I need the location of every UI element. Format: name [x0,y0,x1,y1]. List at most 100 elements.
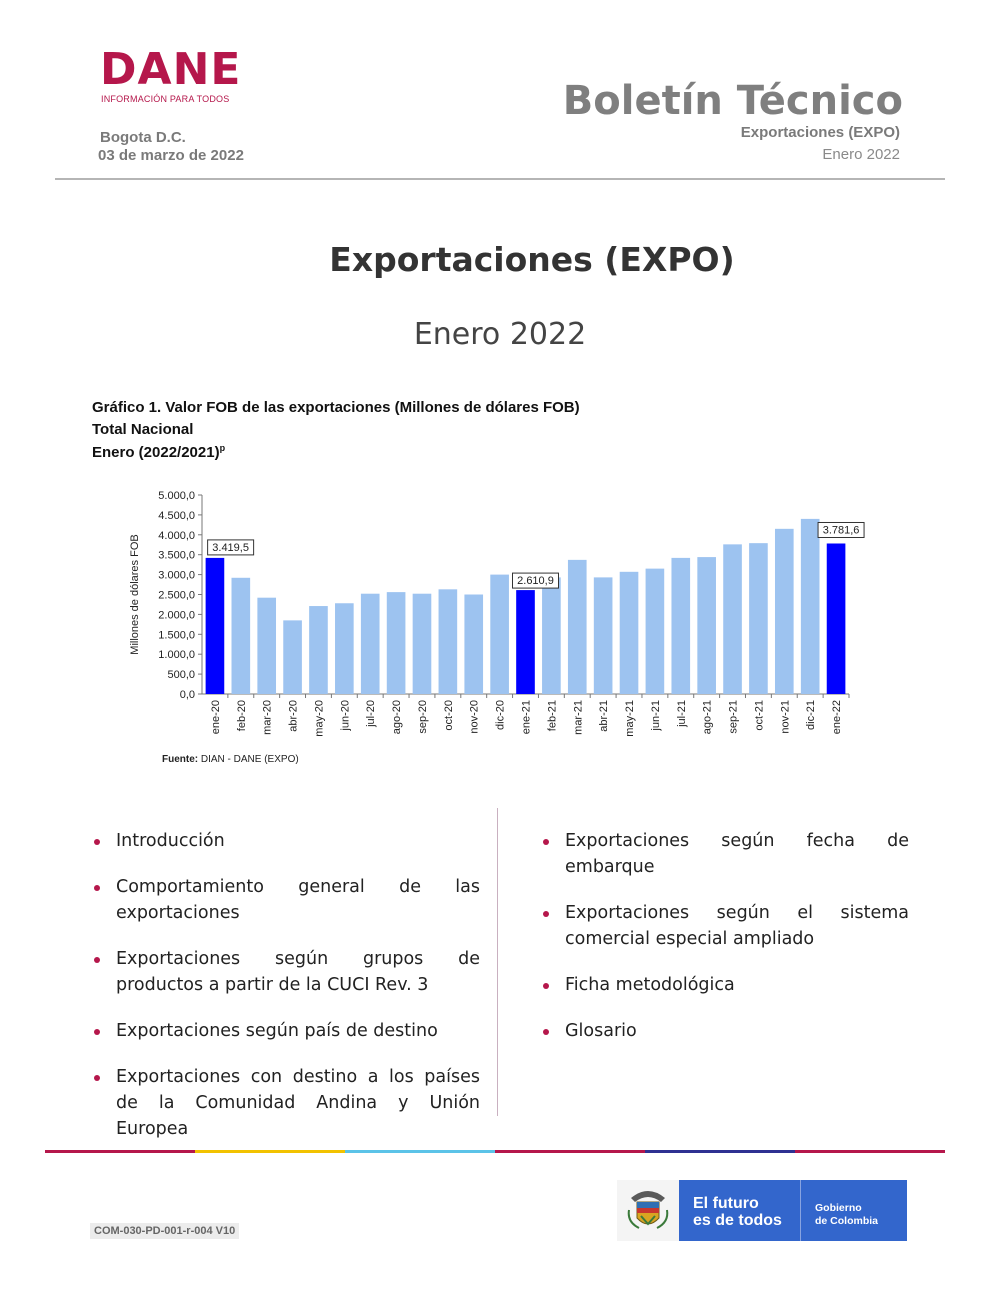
bulletin-period: Enero 2022 [822,146,900,163]
dane-logo: DANE [100,44,242,95]
x-tick-label: jul-20 [365,700,377,728]
x-tick-label: nov-20 [469,700,481,734]
y-tick-label: 2.500,0 [158,590,195,602]
header-divider [55,178,945,180]
location: Bogota D.C. [100,129,186,146]
bar-may-21 [619,571,639,694]
bar-ago-21 [697,557,716,694]
bar-abr-21 [593,577,613,694]
x-tick-label: dic-20 [495,700,507,730]
x-tick-label: abr-20 [288,700,300,732]
footer-rule-segment [45,1150,195,1153]
x-tick-label: jul-21 [676,700,688,728]
chart-caption-scope: Total Nacional [92,421,194,438]
bar-feb-21 [542,577,561,694]
gov-label: Gobierno de Colombia [800,1180,907,1241]
y-tick-label: 3.000,0 [158,570,195,582]
bar-ene-21 [516,590,535,694]
bulletin-title: Boletín Técnico [562,78,903,124]
slogan-line-1: El futuro [693,1195,759,1212]
bar-abr-20 [283,620,302,694]
toc-left-column: Introducción Comportamiento general de la… [92,828,480,1162]
exports-bar-chart: Millones de dólares FOB 0,0 500,0 1.000,0 1.… [129,490,865,737]
toc-left-item: Exportaciones según país de destino [92,1018,480,1044]
x-tick-label: ago-20 [391,700,403,734]
x-tick-label: ene-21 [521,700,533,734]
bar-sep-20 [412,593,432,694]
y-tick-label: 2.000,0 [158,609,195,621]
bar-jul-21 [671,557,691,694]
bar-feb-20 [231,577,251,694]
bar-ago-20 [386,592,406,694]
y-tick-label: 500,0 [167,669,195,681]
bar-may-20 [309,606,328,694]
slogan-line-2: es de todos [693,1212,782,1229]
y-tick-label: 5.000,0 [158,490,195,502]
bar-jun-21 [645,568,665,694]
x-tick-label: jun-20 [339,700,351,732]
bar-jul-20 [360,593,380,694]
toc-right-column: Exportaciones según fecha de embarque Exp… [541,828,909,1064]
dane-logo-tagline: INFORMACIÓN PARA TODOS [101,94,230,104]
footer-rule-segment [645,1150,795,1153]
toc-left-item: Introducción [92,828,480,854]
chart-source-text: DIAN - DANE (EXPO) [200,754,299,765]
toc-right-item: Ficha metodológica [541,972,909,998]
data-label: 3.419,5 [212,542,249,554]
toc-left-item: Comportamiento general de las exportacio… [92,874,480,926]
y-tick-label: 4.000,0 [158,530,195,542]
x-tick-label: may-21 [624,700,636,737]
x-tick-label: oct-20 [443,700,455,731]
publish-date: 03 de marzo de 2022 [98,147,244,164]
chart-caption-title: Gráfico 1. Valor FOB de las exportacione… [92,399,580,416]
x-tick-label: ene-20 [210,700,222,734]
x-tick-label: dic-21 [805,700,817,730]
data-label-box [512,572,559,589]
toc-right-item: Glosario [541,1018,909,1044]
x-tick-label: sep-20 [417,700,429,734]
y-tick-label: 1.000,0 [158,649,195,661]
chart-source-label: Fuente: [162,754,199,765]
chart-source: Fuente: DIAN - DANE (EXPO) [162,754,299,765]
x-tick-label: sep-21 [728,700,740,734]
bar-sep-21 [723,544,742,694]
bar-ene-22 [826,543,846,694]
data-label-box [207,539,255,556]
bar-jun-20 [335,603,354,694]
y-tick-label: 4.500,0 [158,510,195,522]
gov-banner: El futuro es de todos Gobierno de Colomb… [617,1180,907,1241]
data-label-box [817,521,865,538]
y-tick-label: 1.500,0 [158,629,195,641]
toc-right-item: Exportaciones según el sistema comercial… [541,900,909,952]
bar-dic-20 [490,574,509,694]
x-tick-label: abr-21 [598,700,610,732]
toc-right-item: Exportaciones según fecha de embarque [541,828,909,880]
chart-caption-period: Enero (2022/2021)p [92,443,225,461]
footer-rule-segment [795,1150,945,1153]
x-tick-label: mar-21 [572,700,584,735]
x-tick-label: feb-21 [546,700,558,731]
footer-rule-segment [345,1150,495,1153]
footer-rule-segment [495,1150,645,1153]
chart-caption-period-text: Enero (2022/2021) [92,444,220,461]
bar-mar-20 [257,597,277,694]
x-tick-label: ene-22 [831,700,843,734]
bar-ene-20 [205,557,225,694]
y-tick-label: 0,0 [180,689,195,701]
y-axis-label: Millones de dólares FOB [129,534,141,654]
footer-rule-segment [195,1150,345,1153]
bar-mar-21 [567,559,587,694]
chart-caption-period-sup: p [219,443,226,453]
bar-nov-21 [774,528,794,694]
slogan: El futuro es de todos [679,1180,800,1241]
x-tick-label: ago-21 [702,700,714,734]
page-title: Exportaciones (EXPO) [329,240,735,279]
coat-of-arms-icon [617,1180,679,1241]
x-tick-label: mar-20 [262,700,274,735]
gov-label-line-2: de Colombia [815,1215,879,1227]
x-tick-label: nov-21 [779,700,791,734]
x-tick-label: oct-21 [753,700,765,731]
y-tick-label: 3.500,0 [158,550,195,562]
data-label: 2.610,9 [517,575,554,587]
toc-left-item: Exportaciones según grupos de productos … [92,946,480,998]
